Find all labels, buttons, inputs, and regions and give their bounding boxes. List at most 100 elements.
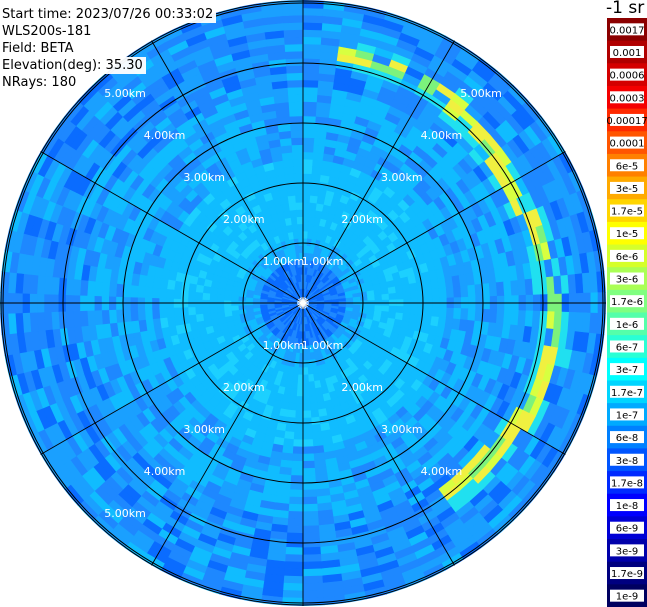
heatmap-cell <box>290 216 298 225</box>
heatmap-cell <box>374 294 383 301</box>
heatmap-cell <box>287 79 304 88</box>
heatmap-cell <box>302 496 318 505</box>
azimuth-spoke <box>151 40 304 304</box>
heatmap-cell <box>302 396 311 405</box>
heatmap-cell <box>137 308 146 321</box>
heatmap-cell <box>302 561 322 570</box>
ring-label: 3.00km <box>183 171 225 184</box>
heatmap-cell <box>173 289 182 300</box>
heatmap-cell <box>289 115 304 124</box>
heatmap-cell <box>187 290 196 300</box>
heatmap-cell <box>187 306 196 316</box>
heatmap-cell <box>495 309 505 325</box>
heatmap-cell <box>288 202 297 211</box>
heatmap-cell <box>302 475 316 484</box>
heatmap-cell <box>289 489 304 498</box>
heatmap-cell <box>503 280 513 297</box>
heatmap-cell <box>292 158 304 167</box>
heatmap-cell <box>259 303 268 308</box>
heatmap-cell <box>79 279 89 296</box>
heatmap-cell <box>302 582 324 592</box>
ring-label: 4.00km <box>421 465 463 478</box>
heatmap-cell <box>291 137 304 146</box>
ring-label: 5.00km <box>104 507 146 520</box>
instrument-text: WLS200s-181 <box>0 23 95 40</box>
heatmap-cell <box>283 568 304 577</box>
heatmap-cell <box>122 308 132 323</box>
heatmap-cell <box>298 237 304 246</box>
heatmap-cell <box>302 29 323 38</box>
heatmap-cell <box>285 546 304 556</box>
heatmap-cell <box>309 395 318 404</box>
heatmap-cell <box>292 151 304 160</box>
heatmap-cell <box>306 359 313 368</box>
heatmap-cell <box>302 352 308 361</box>
heatmap-cell <box>380 287 390 296</box>
colorbar-label-bg <box>610 589 644 602</box>
heatmap-cell <box>294 187 304 196</box>
ring-label: 4.00km <box>421 129 463 142</box>
colorbar-level-label: 1.7e-6 <box>611 297 643 308</box>
colorbar-level-label: 1.7e-9 <box>611 569 643 580</box>
heatmap-cell <box>287 86 304 96</box>
heatmap-cell <box>296 216 304 225</box>
heatmap-cell <box>395 292 405 301</box>
heatmap-cell <box>129 308 139 322</box>
colorbar-level-label: 6e-9 <box>616 524 639 535</box>
heatmap-cell <box>302 57 321 67</box>
heatmap-cell <box>302 546 321 556</box>
heatmap-cell <box>302 575 323 585</box>
colorbar-level-label: 6e-8 <box>616 433 639 444</box>
heatmap-cell <box>302 360 308 369</box>
heatmap-cell <box>438 307 448 319</box>
heatmap-cell <box>445 286 455 299</box>
heatmap-cell <box>417 289 426 300</box>
azimuth-spoke <box>302 151 566 304</box>
heatmap-cell <box>381 293 390 301</box>
heatmap-cell <box>310 187 320 197</box>
heatmap-cell <box>237 304 247 311</box>
heatmap-cell <box>286 65 304 74</box>
ring-label: 3.00km <box>381 171 423 184</box>
heatmap-cell <box>291 460 304 469</box>
heatmap-cell <box>345 297 354 302</box>
heatmap-cell <box>302 589 324 599</box>
center-marker-ray <box>302 300 309 304</box>
ring-label: 4.00km <box>144 129 186 142</box>
colorbar-label-bg <box>610 544 644 557</box>
heatmap-cell <box>445 307 455 320</box>
heatmap-cell <box>122 283 132 298</box>
heatmap-cell <box>290 122 304 131</box>
heatmap-cell <box>290 475 304 484</box>
heatmap-cell <box>503 309 513 326</box>
colorbar-level-label: 6e-5 <box>616 161 639 172</box>
colorbar-label-bg <box>610 408 644 421</box>
heatmap-cell <box>302 518 319 527</box>
azimuth-spoke <box>151 302 304 566</box>
field-text: Field: BETA <box>0 40 77 57</box>
colorbar-label-bg <box>610 181 644 194</box>
heatmap-cell <box>302 374 309 383</box>
heatmap-cell <box>285 416 296 426</box>
heatmap-cell <box>302 50 321 60</box>
heatmap-cell <box>312 438 324 447</box>
heatmap-cell <box>282 159 294 168</box>
heatmap-cell <box>285 50 304 60</box>
colorbar-label-bg <box>610 385 644 398</box>
heatmap-cell <box>302 453 315 462</box>
ring-label: 4.00km <box>144 465 186 478</box>
heatmap-cell <box>488 282 498 297</box>
colorbar-level-label: 3e-6 <box>616 275 639 286</box>
heatmap-cell <box>312 159 324 168</box>
heatmap-cell <box>158 307 168 319</box>
heatmap-cell <box>302 568 323 577</box>
azimuth-spoke <box>40 302 304 455</box>
heatmap-cell <box>438 287 448 299</box>
heatmap-cell <box>137 285 146 298</box>
ring-label: 2.00km <box>223 213 265 226</box>
heatmap-cell <box>180 306 189 317</box>
heatmap-cell <box>295 403 304 412</box>
heatmap-cell <box>293 431 304 441</box>
heatmap-cell <box>302 65 320 74</box>
ring-label: 5.00km <box>104 87 146 100</box>
